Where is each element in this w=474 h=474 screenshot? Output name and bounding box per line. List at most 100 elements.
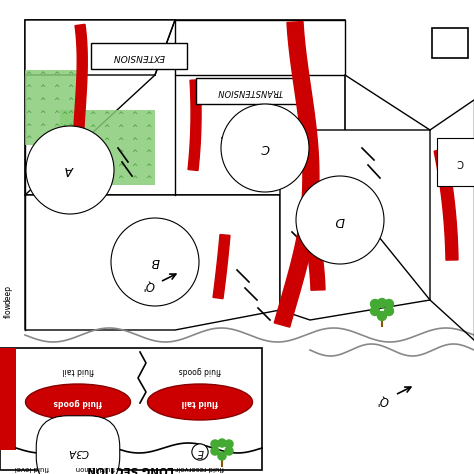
Circle shape xyxy=(384,307,393,316)
Circle shape xyxy=(225,447,233,455)
Text: ^: ^ xyxy=(39,83,45,92)
Bar xyxy=(0,348,262,470)
Text: ^: ^ xyxy=(117,163,123,172)
Text: ^: ^ xyxy=(117,110,123,119)
Text: ^: ^ xyxy=(75,137,81,146)
Polygon shape xyxy=(25,70,85,145)
Text: ^: ^ xyxy=(61,124,67,133)
Circle shape xyxy=(211,440,219,448)
Text: ^: ^ xyxy=(39,97,45,106)
Text: ^: ^ xyxy=(131,175,137,184)
Text: ^: ^ xyxy=(131,137,137,146)
Text: ^: ^ xyxy=(25,83,31,92)
Text: fluid goods: fluid goods xyxy=(179,365,221,374)
Text: ^: ^ xyxy=(117,175,123,184)
Text: fluid tail: fluid tail xyxy=(62,365,94,374)
Circle shape xyxy=(384,300,393,309)
Text: ^: ^ xyxy=(89,163,95,172)
Polygon shape xyxy=(73,24,87,194)
FancyBboxPatch shape xyxy=(91,43,187,69)
Text: ^: ^ xyxy=(61,110,67,119)
Ellipse shape xyxy=(26,384,130,420)
Text: ^: ^ xyxy=(53,83,59,92)
Text: ^: ^ xyxy=(103,124,109,133)
Text: ^: ^ xyxy=(61,175,67,184)
Text: B: B xyxy=(151,255,159,268)
Text: fluid level: fluid level xyxy=(15,465,49,471)
Circle shape xyxy=(377,299,386,308)
Text: fluid tail: fluid tail xyxy=(182,398,218,407)
Text: Q': Q' xyxy=(376,393,388,407)
Text: ^: ^ xyxy=(89,110,95,119)
Circle shape xyxy=(377,311,386,320)
Text: ^: ^ xyxy=(61,149,67,158)
Text: fluid goods: fluid goods xyxy=(54,398,102,407)
Text: ^: ^ xyxy=(145,163,151,172)
Text: ^: ^ xyxy=(103,163,109,172)
Text: ^: ^ xyxy=(103,110,109,119)
Text: ^: ^ xyxy=(39,71,45,80)
Text: ^: ^ xyxy=(53,136,59,145)
Text: ^: ^ xyxy=(117,124,123,133)
Text: ^: ^ xyxy=(145,175,151,184)
Text: ^: ^ xyxy=(89,149,95,158)
Text: ^: ^ xyxy=(67,97,73,106)
Text: fluid lemon: fluid lemon xyxy=(75,465,115,471)
Text: ^: ^ xyxy=(75,163,81,172)
Text: ^: ^ xyxy=(67,122,73,131)
Text: ^: ^ xyxy=(89,124,95,133)
Text: ^: ^ xyxy=(145,110,151,119)
Text: ^: ^ xyxy=(75,124,81,133)
Text: ^: ^ xyxy=(89,137,95,146)
Bar xyxy=(0,348,16,450)
Text: LONG SECTION: LONG SECTION xyxy=(88,464,174,474)
Text: ^: ^ xyxy=(53,71,59,80)
Text: C: C xyxy=(456,157,464,167)
Text: ^: ^ xyxy=(89,175,95,184)
Bar xyxy=(25,20,345,195)
Text: ^: ^ xyxy=(53,97,59,106)
Text: ^: ^ xyxy=(67,109,73,118)
Text: ^: ^ xyxy=(75,149,81,158)
Circle shape xyxy=(218,439,226,447)
Polygon shape xyxy=(274,21,319,327)
Text: ^: ^ xyxy=(145,124,151,133)
FancyBboxPatch shape xyxy=(196,78,305,104)
Text: flow: flow xyxy=(3,302,12,318)
Text: ^: ^ xyxy=(25,109,31,118)
Text: C: C xyxy=(261,142,269,155)
Circle shape xyxy=(218,452,226,460)
Text: ^: ^ xyxy=(25,97,31,106)
Polygon shape xyxy=(25,20,175,75)
Text: ^: ^ xyxy=(53,109,59,118)
Text: ^: ^ xyxy=(67,71,73,80)
Text: A: A xyxy=(66,164,74,176)
Text: ^: ^ xyxy=(75,175,81,184)
Polygon shape xyxy=(213,235,230,299)
Text: ^: ^ xyxy=(25,136,31,145)
Text: ^: ^ xyxy=(131,124,137,133)
Text: ^: ^ xyxy=(61,163,67,172)
Text: ^: ^ xyxy=(103,137,109,146)
Text: ^: ^ xyxy=(131,110,137,119)
Text: ^: ^ xyxy=(25,71,31,80)
Text: D: D xyxy=(335,213,345,227)
Text: C3A: C3A xyxy=(67,447,89,457)
Polygon shape xyxy=(280,130,430,320)
Text: E: E xyxy=(197,447,203,457)
Text: ^: ^ xyxy=(39,136,45,145)
Text: ^: ^ xyxy=(117,137,123,146)
Text: ^: ^ xyxy=(145,149,151,158)
Text: Q': Q' xyxy=(142,279,154,292)
Polygon shape xyxy=(25,195,280,330)
Text: ^: ^ xyxy=(103,175,109,184)
Text: ^: ^ xyxy=(67,136,73,145)
Text: ^: ^ xyxy=(131,163,137,172)
Text: ^: ^ xyxy=(67,83,73,92)
Circle shape xyxy=(371,307,380,316)
Ellipse shape xyxy=(147,384,253,420)
Text: ^: ^ xyxy=(61,137,67,146)
Polygon shape xyxy=(60,110,155,185)
Text: ^: ^ xyxy=(103,149,109,158)
Text: EXTENSION: EXTENSION xyxy=(113,52,165,61)
